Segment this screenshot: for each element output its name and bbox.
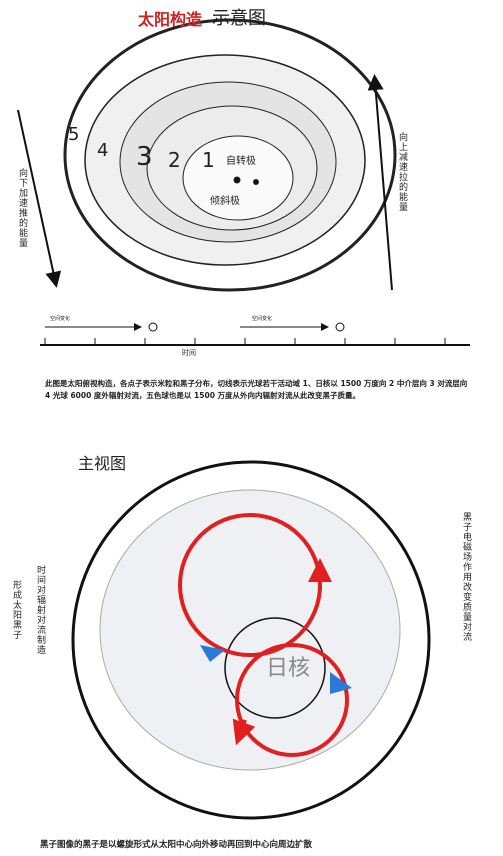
layer-label: 3	[136, 142, 153, 172]
top-sun	[63, 18, 397, 292]
layer-label: 5	[68, 124, 80, 145]
layer-label: 4	[97, 140, 109, 161]
right-arrow-label: 向上减速拉的能量	[397, 132, 407, 212]
caption: 此图是太阳俯视构造，各点子表示米粒和黑子分布，切线表示光球若干活动域 1、日核以…	[45, 379, 468, 400]
layer-label: 2	[168, 148, 181, 172]
up-arrow	[367, 74, 393, 291]
left-label: 时间对辐射对流制造	[35, 565, 45, 655]
timeline	[40, 322, 470, 346]
left-arrow-label: 向下加速推的能量	[17, 168, 27, 248]
tilt-pole: 倾斜极	[210, 196, 240, 207]
left-label: 形成太阳黑子	[11, 580, 21, 640]
core-label: 日核	[266, 656, 311, 681]
space-label: 空间变化	[252, 316, 273, 322]
rotation-pole: 自转极	[226, 156, 256, 167]
title-red: 太阳构造	[138, 10, 203, 29]
front-caption: 黑子图像的黑子是以螺旋形式从太阳中心向外移动再回到中心向周边扩散	[40, 840, 313, 850]
space-label: 空间变化	[50, 316, 71, 322]
front-sun	[71, 460, 431, 820]
front-title: 主视图	[78, 454, 127, 473]
right-label: 黑子电磁场作用改变质量对流	[461, 512, 471, 642]
layer-label: 1	[202, 148, 215, 172]
time-label: 时间	[182, 349, 196, 357]
down-arrow	[17, 109, 62, 288]
title-black: 示意图	[212, 8, 266, 29]
